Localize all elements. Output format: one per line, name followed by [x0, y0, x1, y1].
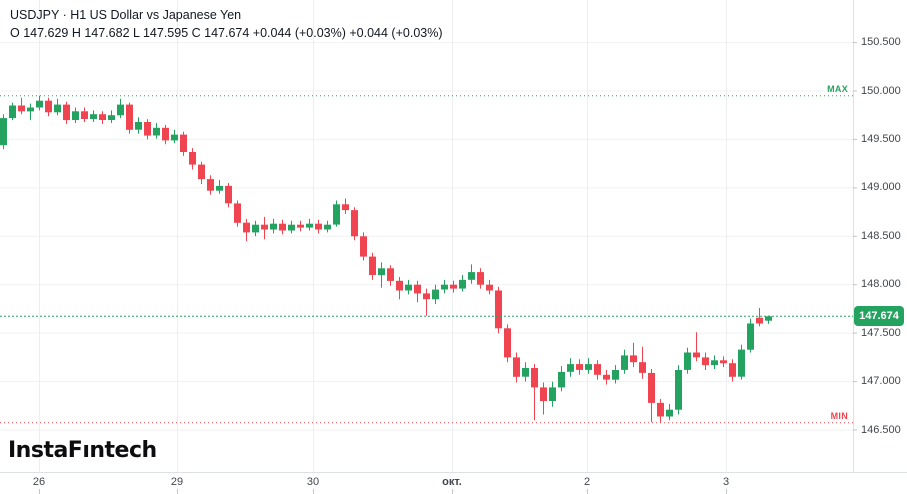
time-axis-label: 3	[722, 476, 730, 488]
time-axis-label: 29	[170, 476, 184, 488]
min-price-label: MIN	[828, 410, 850, 422]
price-axis-label: 146.500	[861, 423, 901, 436]
price-axis-label: 149.500	[861, 132, 901, 145]
symbol-title: USDJPY · H1 US Dollar vs Japanese Yen	[10, 8, 242, 22]
price-axis-label: 149.000	[861, 181, 901, 194]
time-axis-label: 2	[583, 476, 591, 488]
price-axis-label: 147.500	[861, 326, 901, 339]
max-price-label: MAX	[825, 83, 850, 95]
price-axis-label: 150.500	[861, 36, 901, 49]
price-axis-label: 147.000	[861, 375, 901, 388]
time-axis-label: 30	[306, 476, 320, 488]
time-axis-label: 26	[32, 476, 46, 488]
price-axis-label: 150.000	[861, 84, 901, 97]
time-axis-label: окт.	[442, 476, 462, 488]
price-axis-label: 148.000	[861, 278, 901, 291]
last-price-badge: 147.674	[854, 306, 904, 327]
price-axis-label: 148.500	[861, 229, 901, 242]
ohlc-values: O 147.629 H 147.682 L 147.595 C 147.674 …	[10, 26, 443, 40]
instafintech-logo: InstaFıntech	[8, 438, 157, 463]
